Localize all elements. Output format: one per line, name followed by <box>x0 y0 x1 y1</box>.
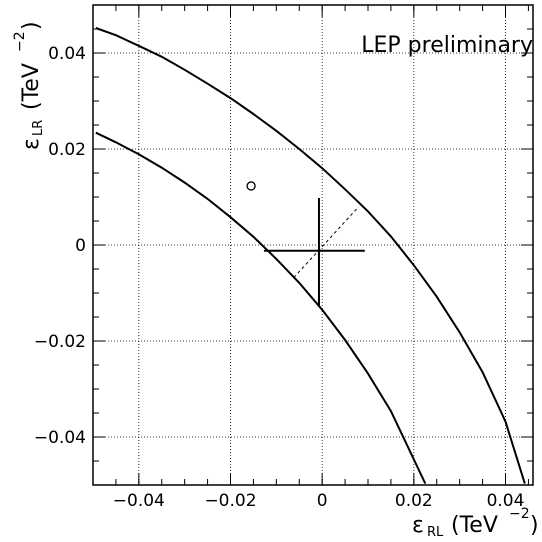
markers <box>246 181 256 191</box>
grid <box>93 5 533 485</box>
y-tick-label: 0 <box>75 236 86 256</box>
x-tick-label: 0 <box>317 491 328 511</box>
y-axis-unit-exponent: −2 <box>12 31 28 52</box>
x-axis-title: ε RL (TeV −2 ) <box>412 506 539 540</box>
annotation-label: LEP preliminary <box>361 33 533 58</box>
x-axis-unit: (TeV <box>451 513 498 538</box>
curves <box>95 27 526 485</box>
ticks <box>92 4 533 486</box>
y-tick-label: 0.02 <box>48 140 86 160</box>
contour-line-2 <box>95 131 427 485</box>
x-axis-unit-close: ) <box>530 513 539 538</box>
x-axis-symbol: ε <box>412 513 424 538</box>
y-tick-label: −0.02 <box>34 332 86 352</box>
tick-labels: −0.04 −0.02 0 0.02 0.04 0.04 0.02 0 −0.02 −0.04 <box>34 44 525 511</box>
x-tick-label: 0.02 <box>395 491 433 511</box>
contour-line-1 <box>95 27 526 484</box>
open-circle-marker <box>246 181 256 191</box>
y-axis-unit-close: ) <box>19 21 44 30</box>
correlation-axis-dashed <box>293 207 359 278</box>
x-axis-subscript: RL <box>427 525 444 540</box>
x-tick-label: −0.02 <box>204 491 256 511</box>
x-tick-label: −0.04 <box>113 491 165 511</box>
x-axis-unit-exponent: −2 <box>509 506 530 522</box>
y-axis-title: ε LR (TeV −2 ) <box>12 21 46 150</box>
y-axis-subscript: LR <box>31 120 46 136</box>
x-tick-label: 0.04 <box>487 491 525 511</box>
y-tick-label: 0.04 <box>48 44 86 64</box>
y-axis-symbol: ε <box>19 138 44 150</box>
y-axis-unit: (TeV <box>19 63 44 110</box>
y-tick-label: −0.04 <box>34 428 86 448</box>
